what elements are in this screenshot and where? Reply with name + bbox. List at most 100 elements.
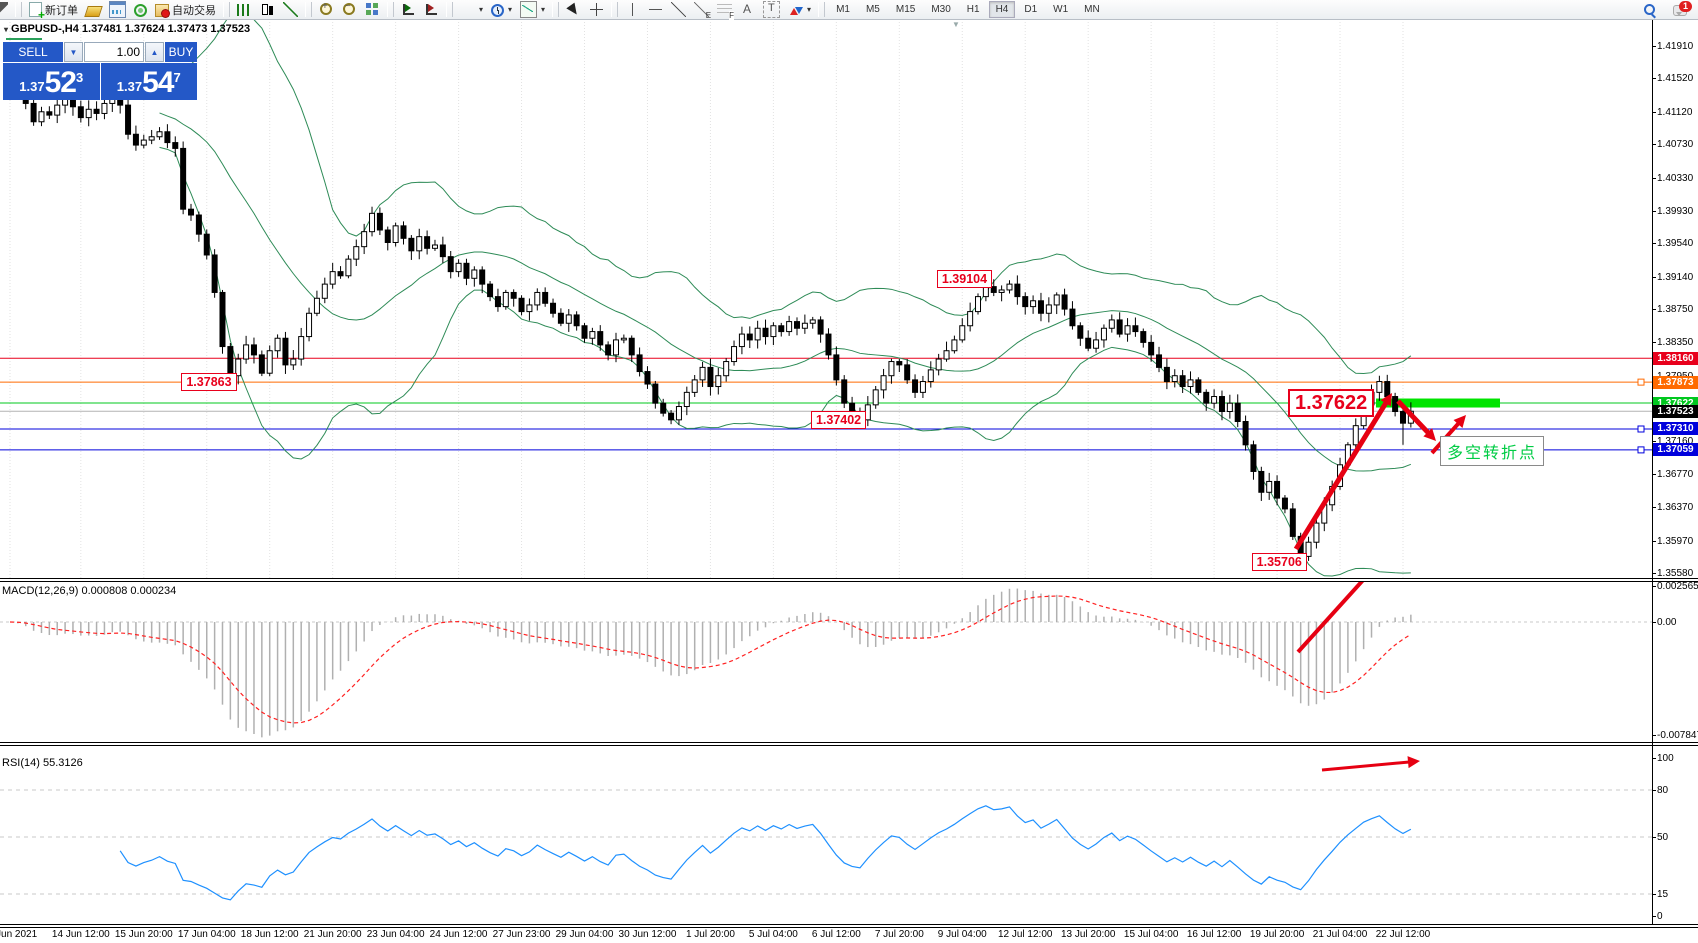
- auto-scroll-icon: [424, 2, 439, 17]
- candle-body: [306, 312, 313, 338]
- panel-collapse-arrow[interactable]: ▼: [952, 20, 960, 29]
- buy-button[interactable]: BUY: [165, 42, 197, 62]
- bar-chart-icon[interactable]: [234, 1, 255, 18]
- rsi-line: [119, 805, 1412, 901]
- dropdown-arrow-icon[interactable]: ▾: [807, 5, 812, 14]
- cursor-tool-icon[interactable]: [563, 1, 584, 18]
- market-icon[interactable]: [83, 1, 104, 18]
- candle-body: [313, 297, 320, 314]
- panel-splitter[interactable]: [0, 745, 1698, 746]
- shapes-icon[interactable]: ▾: [785, 1, 814, 18]
- search-icon[interactable]: [1642, 2, 1657, 17]
- timeframe-m1-button[interactable]: M1: [836, 4, 850, 15]
- timeframe-m30-button[interactable]: M30: [931, 4, 951, 15]
- buy-price[interactable]: 1.37 54 7: [100, 63, 197, 100]
- candle-body: [203, 233, 210, 256]
- text-tool-icon[interactable]: [737, 1, 758, 18]
- zoom-out-icon[interactable]: [339, 1, 360, 18]
- vertical-line-icon[interactable]: [622, 1, 643, 18]
- rsi-tick: 50: [1651, 832, 1669, 843]
- timeframe-m5-button[interactable]: M5: [865, 4, 880, 15]
- trend-arrow[interactable]: [1293, 398, 1390, 551]
- channel-icon[interactable]: [691, 1, 712, 20]
- price-flag-label[interactable]: 1.35706: [1251, 552, 1307, 571]
- zoom-in-icon[interactable]: [316, 1, 337, 18]
- price-flag-label[interactable]: 1.37402: [810, 411, 867, 430]
- price-tick: 1.35580: [1651, 568, 1694, 580]
- chart-shift-icon[interactable]: [398, 1, 419, 18]
- candle-body: [1392, 396, 1399, 413]
- line-chart-icon[interactable]: [280, 1, 301, 18]
- add-indicator-button[interactable]: ▾: [457, 1, 486, 18]
- candle-body: [951, 339, 958, 352]
- trendline-icon[interactable]: [668, 1, 689, 18]
- timeframe-mn-button[interactable]: MN: [1084, 4, 1100, 15]
- market-icon: [84, 6, 103, 17]
- signal-icon[interactable]: [131, 1, 150, 18]
- templates-button[interactable]: ▾: [517, 1, 548, 18]
- candle-body: [329, 271, 336, 285]
- panel-splitter[interactable]: [0, 581, 1698, 582]
- candle-body: [652, 383, 659, 404]
- panel-splitter[interactable]: [0, 742, 1698, 743]
- line-anchor-marker[interactable]: [1637, 378, 1645, 386]
- timeframe-h1-button[interactable]: H1: [966, 4, 980, 15]
- dropdown-arrow-icon[interactable]: ▾: [479, 5, 484, 14]
- chart-window-icon[interactable]: [106, 1, 129, 18]
- line-anchor-marker[interactable]: [1637, 446, 1645, 454]
- fibonacci-icon[interactable]: [714, 1, 735, 20]
- periods-button[interactable]: ▾: [488, 1, 515, 18]
- collapse-icon[interactable]: ▾: [4, 25, 9, 34]
- horizontal-line-icon[interactable]: [645, 1, 666, 18]
- candle-body: [1022, 296, 1029, 308]
- crosshair-tool-icon[interactable]: [586, 1, 607, 18]
- candle-body: [833, 354, 840, 381]
- chat-icon[interactable]: 1: [1670, 1, 1692, 18]
- candlestick-icon[interactable]: [257, 1, 278, 18]
- trend-arrow[interactable]: [1396, 399, 1433, 437]
- candle-body: [235, 358, 242, 377]
- candle-body: [1195, 379, 1202, 393]
- timeframe-d1-button[interactable]: D1: [1024, 4, 1038, 15]
- price-tick: 1.36770: [1651, 468, 1694, 480]
- candle-body: [85, 108, 92, 119]
- time-tick-label: 12 Jul 12:00: [997, 929, 1053, 940]
- panel-splitter[interactable]: [0, 578, 1698, 579]
- trend-arrow[interactable]: [1296, 582, 1369, 654]
- auto-trading-button[interactable]: 自动交易: [152, 1, 219, 18]
- volume-input[interactable]: 1.00: [84, 42, 144, 62]
- line-anchor-marker[interactable]: [1637, 425, 1645, 433]
- notification-badge: 1: [1678, 1, 1692, 12]
- volume-up-button[interactable]: ▲: [145, 42, 164, 62]
- timeframe-h4-button[interactable]: H4: [988, 1, 1016, 18]
- window-cursor-icon[interactable]: [0, 1, 11, 18]
- key-level-label[interactable]: 1.37622: [1288, 389, 1375, 418]
- time-tick-label: 15 Jun 20:00: [114, 929, 173, 940]
- price-flag-label[interactable]: 1.39104: [936, 269, 993, 288]
- price-axis: [1652, 19, 1653, 925]
- volume-down-button[interactable]: ▼: [64, 42, 83, 62]
- timeframe-m15-button[interactable]: M15: [895, 4, 916, 15]
- dropdown-arrow-icon[interactable]: ▾: [508, 5, 513, 14]
- price-tick: 1.41910: [1651, 41, 1694, 52]
- price-flag-label[interactable]: 1.37863: [181, 372, 237, 391]
- shapes-icon: [788, 2, 804, 17]
- candle-body: [1211, 396, 1218, 404]
- sell-price[interactable]: 1.37 52 3: [3, 63, 100, 100]
- turning-point-note[interactable]: 多空转折点: [1440, 436, 1545, 466]
- trendline-icon: [671, 2, 687, 17]
- dropdown-arrow-icon[interactable]: ▾: [541, 5, 546, 14]
- new-order-button[interactable]: 新订单: [26, 1, 81, 20]
- key-zone-rectangle[interactable]: [1376, 398, 1500, 408]
- label-tool-icon[interactable]: [760, 1, 783, 18]
- chat-icon[interactable]: 1: [1673, 1, 1692, 16]
- auto-scroll-icon[interactable]: [421, 1, 442, 18]
- search-icon[interactable]: [1639, 1, 1660, 18]
- time-tick-label: 5 Jul 04:00: [748, 929, 798, 940]
- tile-windows-icon[interactable]: [362, 1, 383, 18]
- candle-body: [1258, 470, 1265, 493]
- trend-arrow[interactable]: [1321, 760, 1413, 772]
- candle-body: [990, 286, 997, 293]
- sell-button[interactable]: SELL: [3, 42, 63, 62]
- timeframe-w1-button[interactable]: W1: [1053, 4, 1069, 15]
